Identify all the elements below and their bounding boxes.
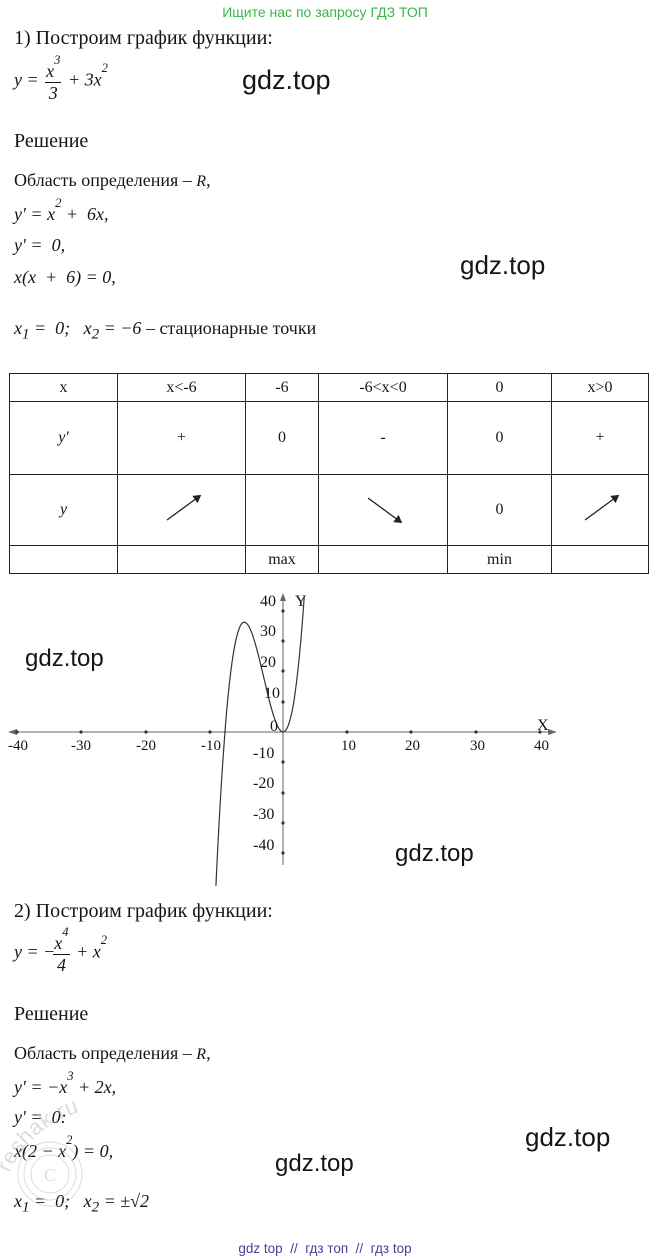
svg-text:C: C — [44, 1165, 56, 1185]
